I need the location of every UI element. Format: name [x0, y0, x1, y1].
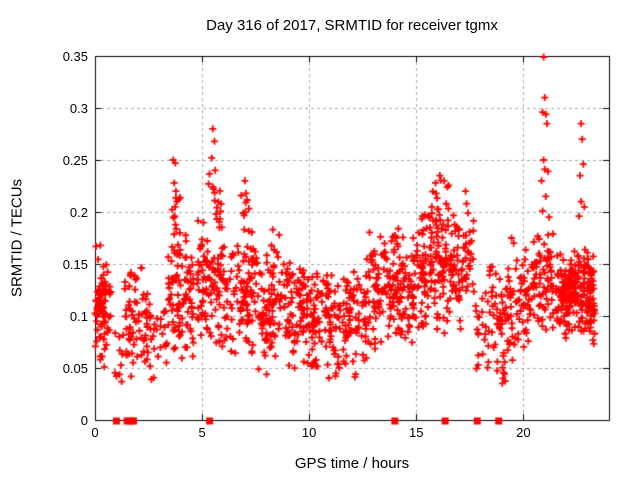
y-axis-label: SRMTID / TECUs [8, 178, 26, 298]
y-tick-label: 0.3 [69, 101, 88, 116]
x-tick-label: 20 [516, 425, 531, 440]
y-tick-label: 0.35 [62, 49, 88, 64]
x-axis-label: GPS time / hours [294, 455, 410, 472]
y-tick-label: 0.05 [62, 361, 88, 376]
y-tick-label: 0.15 [62, 257, 88, 272]
y-tick-label: 0.1 [69, 309, 88, 324]
y-tick-label: 0.25 [62, 153, 88, 168]
y-tick-label: 0.2 [69, 205, 88, 220]
x-tick-label: 0 [91, 425, 99, 440]
chart-title: Day 316 of 2017, SRMTID for receiver tgm… [206, 17, 498, 34]
y-tick-label: 0 [80, 413, 88, 428]
x-tick-label: 10 [301, 425, 317, 440]
x-tick-label: 5 [198, 425, 206, 440]
x-tick-label: 15 [409, 425, 424, 440]
